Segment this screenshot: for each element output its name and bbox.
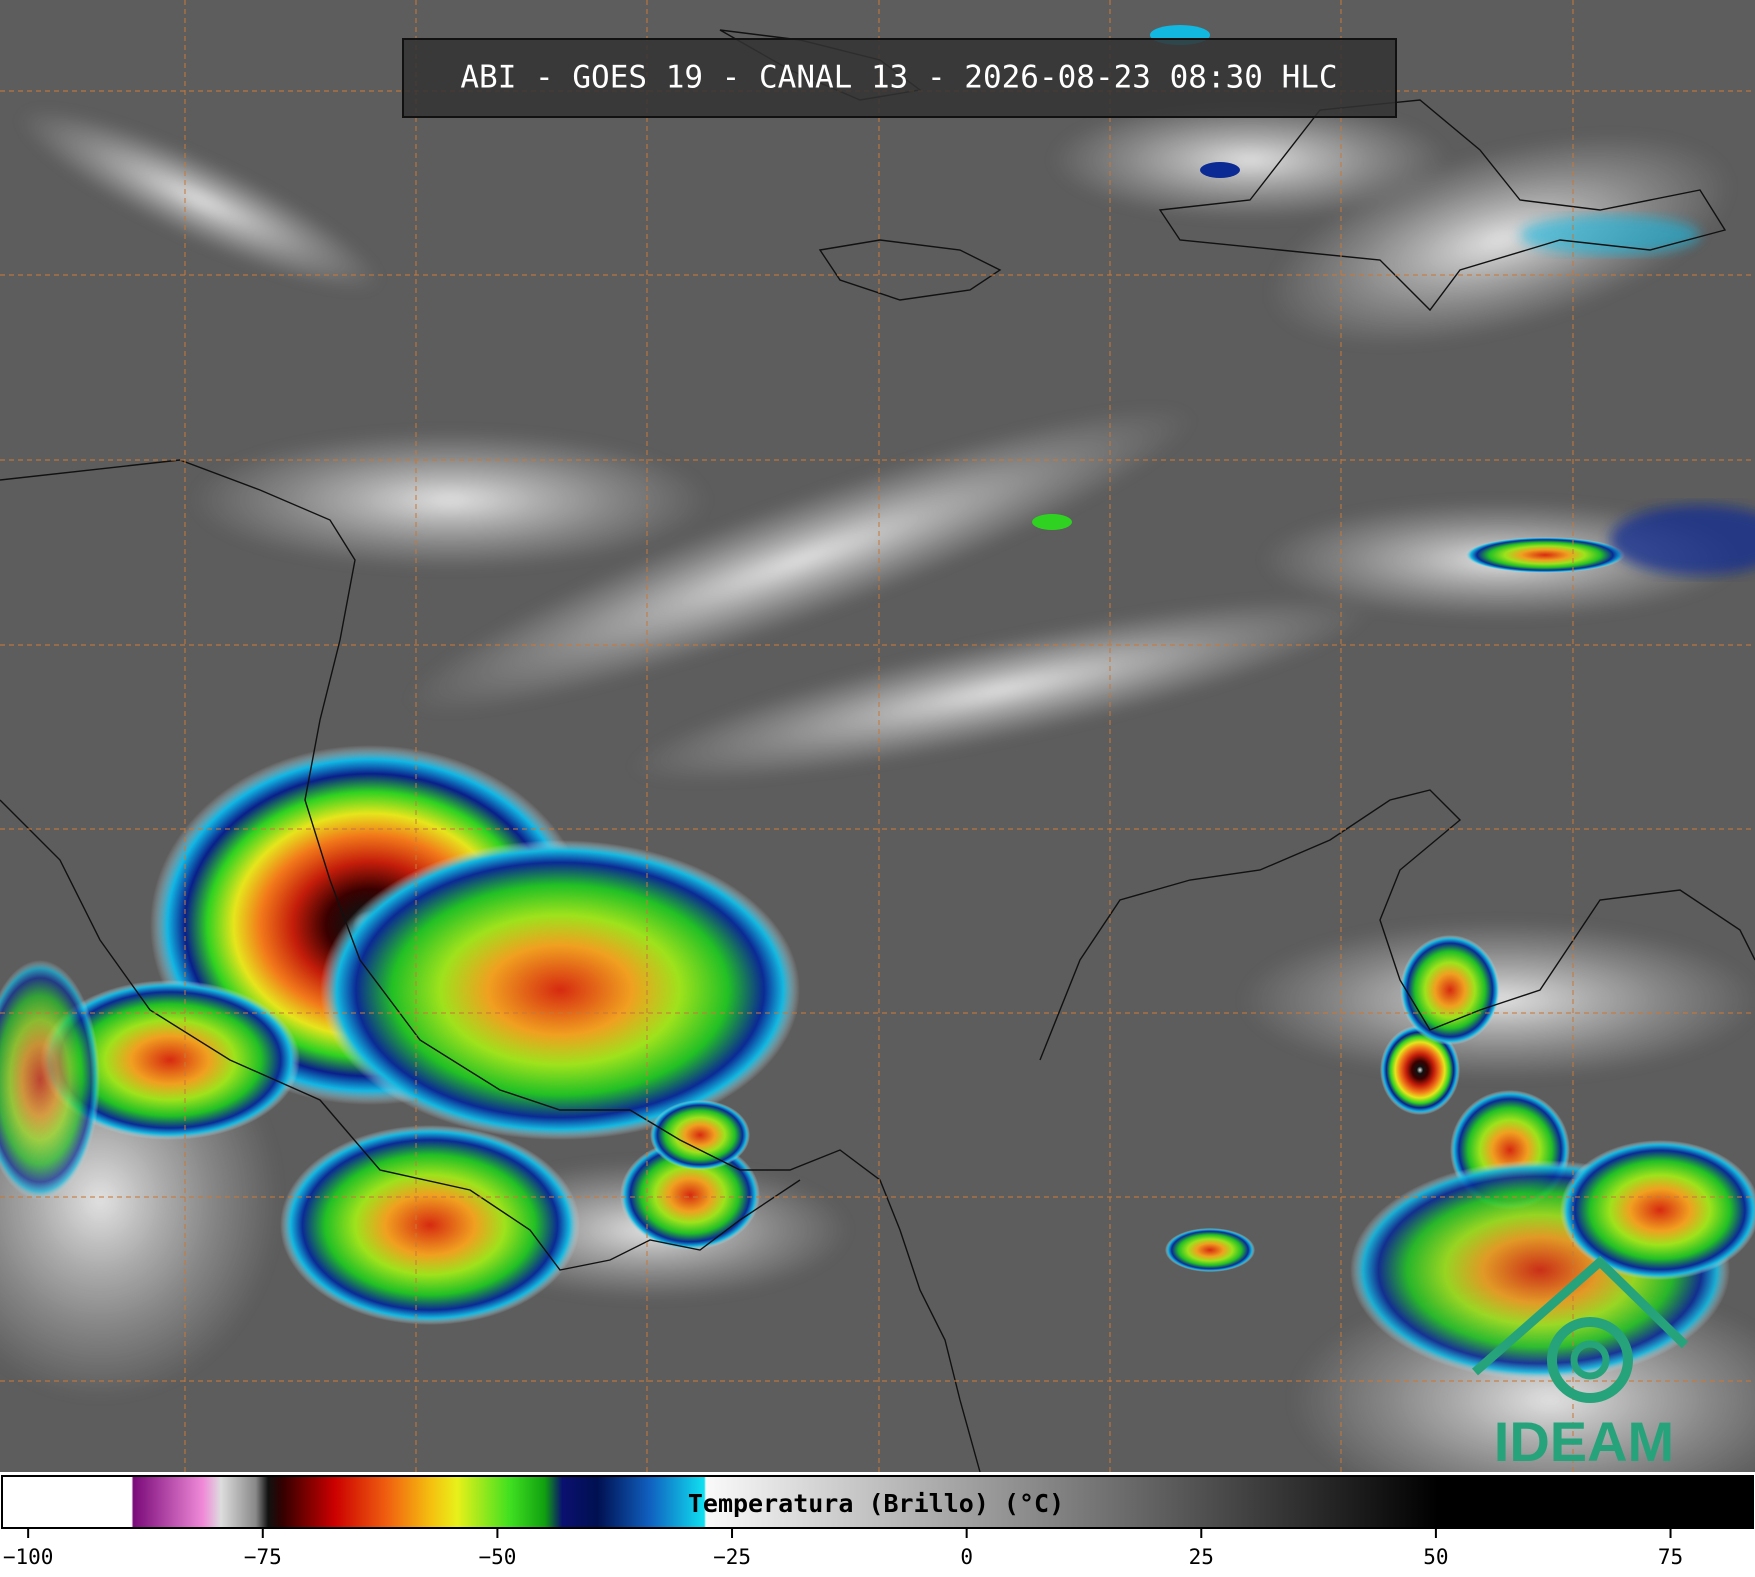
tick-label: −25: [713, 1545, 751, 1569]
tick-label: 75: [1658, 1545, 1683, 1569]
colorbar-scale: [1, 1475, 1754, 1529]
title-box: ABI - GOES 19 - CANAL 13 - 2026-08-23 08…: [402, 38, 1397, 118]
colorbar: Temperatura (Brillo) (°C) −100 −75 −50 −25 0…: [0, 1472, 1755, 1569]
tick-label: 25: [1189, 1545, 1214, 1569]
tick-label: 50: [1423, 1545, 1448, 1569]
convective-cells: [0, 25, 1755, 1380]
logo-text: IDEAM: [1494, 1410, 1674, 1473]
tick-label: 0: [960, 1545, 973, 1569]
graticule: [0, 0, 1755, 1472]
tick-label: −75: [244, 1545, 282, 1569]
title: ABI - GOES 19 - CANAL 13 - 2026-08-23 08…: [460, 60, 1337, 96]
colorbar-label: Temperatura (Brillo) (°C): [688, 1489, 1064, 1518]
logo: IDEAM: [1472, 1255, 1689, 1473]
tick-label: −50: [478, 1545, 516, 1569]
map: [0, 0, 1755, 1520]
tick-label: −100: [3, 1545, 54, 1569]
